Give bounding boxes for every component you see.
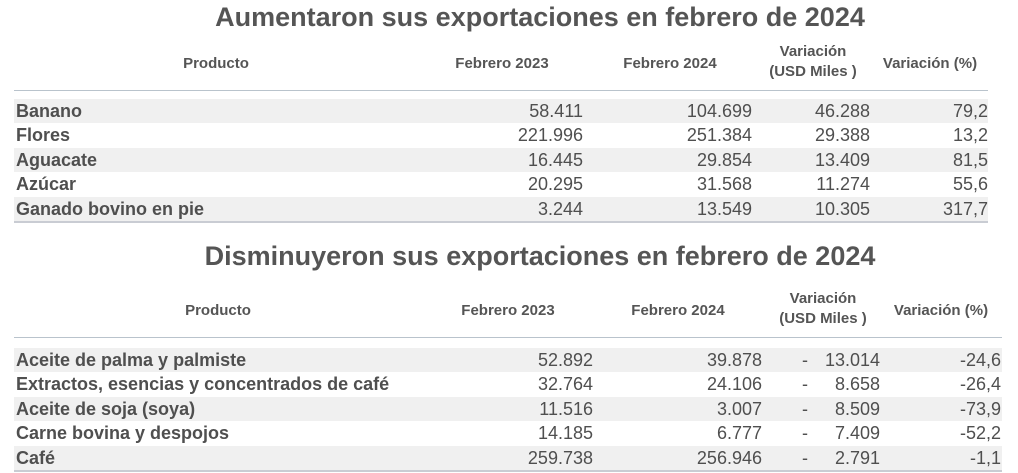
table-row: Azúcar 20.295 31.568 11.274 55,6 (14, 172, 988, 196)
header-variation-pct: Variación (%) (882, 55, 978, 72)
header-feb2023: Febrero 2023 (461, 302, 555, 319)
feb2024-value: 6.777 (716, 423, 762, 444)
variation-value: 46.288 (814, 101, 870, 121)
table-header: Producto Febrero 2023 Febrero 2024 Varia… (14, 40, 988, 91)
variation-pct-value: -1,1 (969, 447, 1001, 468)
product-name: Extractos, esencias y concentrados de ca… (16, 374, 390, 395)
product-name: Flores (16, 125, 71, 146)
header-variation: Variación (USD Miles ) (753, 42, 873, 82)
product-name: Aceite de soja (soya) (16, 398, 196, 419)
variation-pct-value: -26,4 (959, 374, 1001, 395)
table-header: Producto Febrero 2023 Febrero 2024 Varia… (14, 287, 1002, 338)
increase-table: Producto Febrero 2023 Febrero 2024 Varia… (14, 40, 988, 223)
variation-pct-value: 81,5 (952, 149, 988, 170)
table-row: Flores 221.996 251.384 29.388 13,2 (14, 123, 988, 147)
header-feb2024: Febrero 2024 (623, 55, 717, 72)
table-row: Aceite de soja (soya) 11.516 3.007 - 8.5… (14, 396, 1002, 422)
feb2024-value: 3.007 (716, 398, 762, 419)
header-variation-pct: Variación (%) (893, 302, 989, 319)
variation-pct-value: -24,6 (959, 350, 1001, 370)
product-name: Carne bovina y despojos (16, 423, 230, 444)
feb2023-value: 52.892 (537, 350, 593, 370)
feb2024-value: 251.384 (686, 125, 752, 146)
table-row: Carne bovina y despojos 14.185 6.777 - 7… (14, 421, 1002, 445)
header-product: Producto (183, 55, 249, 72)
header-variation-line1: Variación (789, 290, 857, 307)
decrease-table-title: Disminuyeron sus exportaciones en febrer… (204, 241, 876, 271)
negative-sign: - (802, 447, 808, 468)
table-row: Aceite de palma y palmiste 52.892 39.878… (14, 348, 1002, 373)
variation-value: 13.014 (824, 350, 880, 370)
product-name: Azúcar (16, 174, 77, 195)
header-variation-line2: (USD Miles ) (779, 310, 867, 327)
variation-value: 8.658 (834, 374, 880, 395)
feb2023-value: 20.295 (527, 174, 583, 195)
increase-table-title: Aumentaron sus exportaciones en febrero … (215, 2, 865, 32)
product-name: Banano (16, 101, 83, 121)
feb2024-value: 104.699 (686, 101, 752, 121)
product-name: Aceite de palma y palmiste (16, 350, 247, 370)
feb2023-value: 221.996 (517, 125, 583, 146)
negative-sign: - (802, 374, 808, 395)
header-feb2024: Febrero 2024 (631, 302, 725, 319)
header-feb2023: Febrero 2023 (455, 55, 549, 72)
table-row: Banano 58.411 104.699 46.288 79,2 (14, 99, 988, 124)
feb2023-value: 259.738 (527, 447, 593, 468)
variation-value: 10.305 (814, 198, 870, 219)
variation-value: 13.409 (814, 149, 870, 170)
feb2024-value: 29.854 (696, 149, 752, 170)
header-product: Producto (185, 302, 251, 319)
feb2023-value: 58.411 (529, 101, 583, 121)
variation-value: 2.791 (834, 447, 880, 468)
variation-value: 11.274 (816, 174, 870, 195)
feb2024-value: 39.878 (706, 350, 762, 370)
header-variation: Variación (USD Miles ) (763, 289, 883, 329)
variation-pct-value: 55,6 (952, 174, 988, 195)
table-row: Extractos, esencias y concentrados de ca… (14, 372, 1002, 396)
negative-sign: - (802, 423, 808, 444)
table-row: Aguacate 16.445 29.854 13.409 81,5 (14, 147, 988, 173)
table-row: Café 259.738 256.946 - 2.791 -1,1 (14, 445, 1002, 470)
variation-pct-value: 13,2 (952, 125, 988, 146)
variation-pct-value: -73,9 (959, 398, 1001, 419)
feb2023-value: 3.244 (537, 198, 583, 219)
header-variation-line2: (USD Miles ) (769, 63, 857, 80)
feb2023-value: 16.445 (527, 149, 583, 170)
feb2023-value: 32.764 (537, 374, 593, 395)
negative-sign: - (802, 350, 808, 370)
product-name: Café (16, 447, 56, 468)
feb2024-value: 31.568 (696, 174, 752, 195)
feb2023-value: 14.185 (537, 423, 593, 444)
feb2023-value: 11.516 (539, 398, 593, 419)
variation-pct-value: 317,7 (942, 198, 988, 219)
variation-pct-value: -52,2 (959, 423, 1001, 444)
negative-sign: - (802, 398, 808, 419)
variation-value: 7.409 (834, 423, 880, 444)
feb2024-value: 13.549 (696, 198, 752, 219)
feb2024-value: 24.106 (706, 374, 762, 395)
table-row: Ganado bovino en pie 3.244 13.549 10.305… (14, 196, 988, 221)
header-variation-line1: Variación (779, 43, 847, 60)
decrease-table: Producto Febrero 2023 Febrero 2024 Varia… (14, 287, 1002, 472)
variation-pct-value: 79,2 (952, 101, 988, 121)
product-name: Aguacate (16, 149, 98, 170)
feb2024-value: 256.946 (696, 447, 762, 468)
variation-value: 8.509 (834, 398, 880, 419)
variation-value: 29.388 (814, 125, 870, 146)
product-name: Ganado bovino en pie (16, 198, 205, 219)
